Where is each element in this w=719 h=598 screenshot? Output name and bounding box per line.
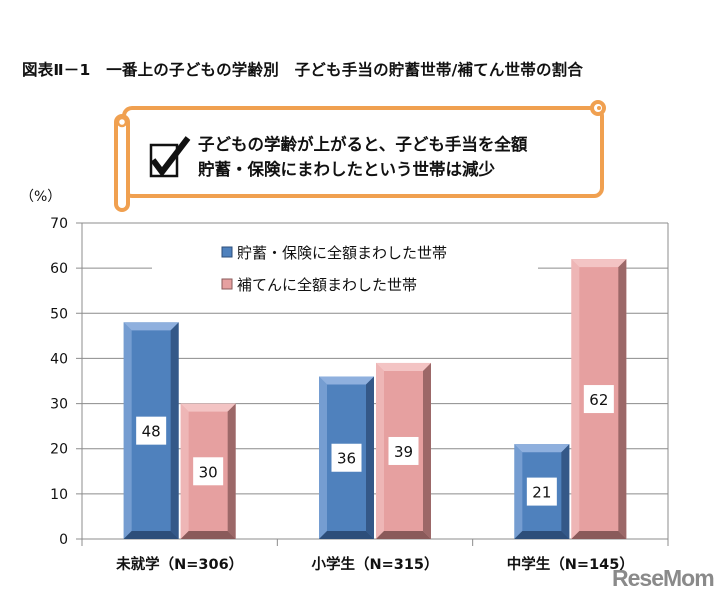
data-label-box [583,385,614,414]
chart-title: 図表Ⅱ－1 一番上の子どもの学齢別 子ども手当の貯蓄世帯/補てん世帯の割合 [22,61,584,79]
legend-swatch [221,246,233,258]
data-label: 39 [394,443,413,461]
legend-swatch [221,278,233,290]
data-label-box [136,416,167,445]
y-tick-label: 70 [50,216,68,232]
data-label-box [526,477,557,506]
bar-bevel-left [376,362,384,539]
data-label: 30 [199,463,218,481]
bar-bevel-left [180,403,189,539]
bar-bevel-right [561,444,570,539]
bar-bevel-bottom [180,531,236,539]
bar-bevel-top [319,376,374,385]
bar: 21 [514,444,570,539]
bar-bevel-top [514,444,570,453]
callout-scroll [114,100,606,212]
bar-bevel-top [180,403,236,412]
bar-bevel-bottom [123,531,179,539]
y-tick-label: 10 [50,487,68,503]
y-tick-label: 50 [50,306,68,322]
bar-bevel-top [123,322,179,331]
bar: 48 [123,322,179,539]
data-label-box [193,457,224,486]
bar-bevel-bottom [571,531,627,539]
data-label: 62 [589,391,608,409]
x-tick-label: 小学生（N=315） [311,555,438,573]
bar-bevel-bottom [514,531,570,539]
bar-bevel-right [423,362,431,539]
bar-bevel-left [319,376,327,539]
bar-bevel-bottom [376,531,431,539]
data-label-box [388,436,419,465]
y-axis-unit: （%） [20,189,62,205]
bar-bevel-right [170,322,179,539]
bar-bevel-top [571,259,627,268]
bar: 39 [376,362,431,539]
bar: 62 [571,259,627,539]
bar: 36 [319,376,374,539]
data-label: 48 [142,423,161,441]
y-tick-label: 40 [50,351,68,367]
bar-bevel-top [376,362,431,371]
y-tick-label: 20 [50,442,68,458]
legend-label: 補てんに全額まわした世帯 [237,276,417,294]
y-tick-label: 60 [50,261,68,277]
bar-bevel-left [571,259,580,539]
bar-bevel-left [514,444,523,539]
data-label: 36 [337,450,356,468]
bar-bevel-bottom [319,531,374,539]
data-label: 21 [532,484,551,502]
bar-bevel-right [227,403,236,539]
legend-background [152,238,538,300]
callout-line: 子どもの学齢が上がると、子ども手当を全額 [198,135,528,154]
bar-bevel-left [123,322,132,539]
bar-bevel-right [366,376,374,539]
data-label-box [331,443,362,472]
watermark-logo: ReseMom [612,565,715,591]
x-tick-label: 中学生（N=145） [507,555,634,573]
y-tick-label: 30 [50,397,68,413]
bar: 30 [180,403,236,539]
checkbox-checked-icon [149,136,191,178]
x-tick-label: 未就学（N=306） [115,555,243,573]
y-tick-label: 0 [59,532,68,548]
bar-bevel-right [618,259,627,539]
callout-text: 子どもの学齢が上がると、子ども手当を全額 貯蓄・保険にまわしたという世帯は減少 [198,132,527,182]
legend-label: 貯蓄・保険に全額まわした世帯 [237,244,447,262]
callout-line: 貯蓄・保険にまわしたという世帯は減少 [198,160,495,179]
